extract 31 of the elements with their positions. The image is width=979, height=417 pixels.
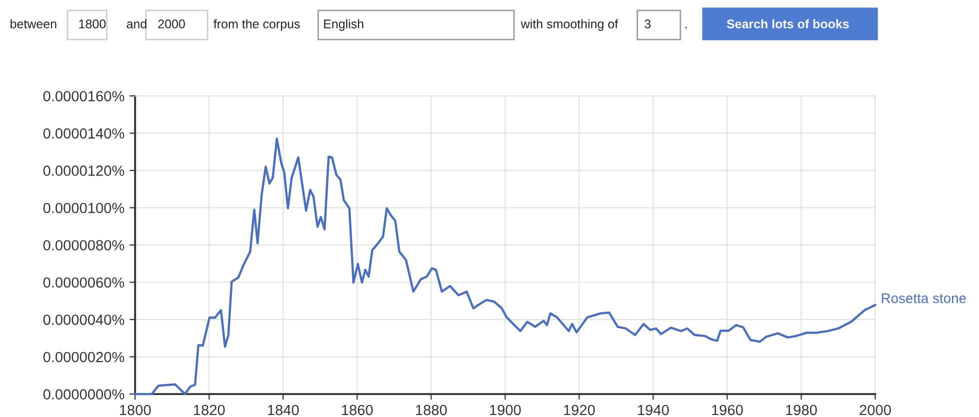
text: and (126, 19, 146, 28)
text: from the corpus (214, 19, 300, 31)
y-tick-label: 0.0000040% (43, 314, 124, 325)
y-tick-label: 0.0000140% (43, 128, 124, 139)
y-tick-label: 0.0000000% (43, 389, 124, 400)
text: . (685, 26, 687, 28)
text: between (10, 19, 56, 28)
y-tick-label: 0.0000100% (43, 202, 124, 214)
text: 2000 (158, 20, 185, 28)
text: Search lots of books (726, 19, 849, 28)
x-tick-label: 1900 (490, 404, 521, 416)
y-tick-label: 0.0000020% (43, 352, 124, 362)
y-tick-label: 0.0000160% (43, 91, 124, 102)
text: with smoothing of (520, 19, 618, 31)
x-tick-label: 2000 (860, 404, 891, 416)
x-tick-label: 1920 (564, 404, 595, 416)
y-tick-label: 0.0000120% (43, 166, 124, 176)
series-label: Rosetta stone (882, 293, 966, 304)
text: English (324, 19, 364, 31)
x-tick-label: 1880 (416, 404, 447, 416)
x-tick-label: 1940 (638, 404, 669, 416)
y-tick-label: 0.0000080% (43, 240, 124, 250)
x-tick-label: 1960 (712, 404, 743, 416)
x-tick-label: 1800 (120, 404, 151, 416)
x-tick-label: 1820 (194, 404, 225, 416)
x-tick-label: 1860 (342, 404, 373, 416)
x-tick-label: 1840 (268, 404, 299, 416)
text: 3 (644, 20, 651, 28)
x-tick-label: 1980 (786, 404, 817, 416)
text: 1800 (79, 20, 106, 28)
y-tick-label: 0.0000060% (43, 277, 124, 288)
